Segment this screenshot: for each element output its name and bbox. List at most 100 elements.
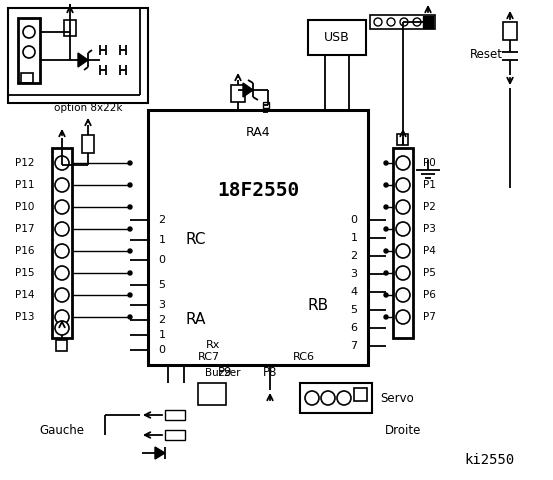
Text: P14: P14 xyxy=(14,290,34,300)
Text: P13: P13 xyxy=(14,312,34,322)
Bar xyxy=(21,73,33,83)
Circle shape xyxy=(128,183,132,187)
Text: RC: RC xyxy=(186,232,206,248)
Circle shape xyxy=(396,310,410,324)
Circle shape xyxy=(55,178,69,192)
Circle shape xyxy=(55,321,69,335)
Bar xyxy=(263,102,269,108)
Circle shape xyxy=(374,18,382,26)
Circle shape xyxy=(128,271,132,275)
Bar xyxy=(148,110,368,365)
Bar xyxy=(423,16,433,28)
Circle shape xyxy=(23,46,35,58)
Circle shape xyxy=(384,271,388,275)
Circle shape xyxy=(384,249,388,253)
Text: P12: P12 xyxy=(14,158,34,168)
Bar xyxy=(308,20,366,55)
Circle shape xyxy=(384,205,388,209)
Text: P16: P16 xyxy=(14,246,34,256)
Circle shape xyxy=(384,315,388,319)
Circle shape xyxy=(128,315,132,319)
Text: P0: P0 xyxy=(423,158,436,168)
Circle shape xyxy=(396,222,410,236)
Text: P1: P1 xyxy=(423,180,436,190)
Text: 1: 1 xyxy=(351,233,357,243)
Circle shape xyxy=(128,293,132,297)
Text: 18F2550: 18F2550 xyxy=(217,180,299,200)
Text: P10: P10 xyxy=(14,202,34,212)
Text: 7: 7 xyxy=(351,341,358,351)
Text: 3: 3 xyxy=(351,269,357,279)
Bar xyxy=(231,85,245,102)
Bar xyxy=(198,383,226,405)
Circle shape xyxy=(55,156,69,170)
Bar xyxy=(300,383,372,413)
Text: P4: P4 xyxy=(423,246,436,256)
Bar xyxy=(165,410,185,420)
Text: ki2550: ki2550 xyxy=(465,453,515,467)
Bar xyxy=(56,340,67,351)
Circle shape xyxy=(55,288,69,302)
Text: P2: P2 xyxy=(423,202,436,212)
Circle shape xyxy=(55,310,69,324)
Text: RC7: RC7 xyxy=(198,352,220,362)
Text: 6: 6 xyxy=(351,323,357,333)
Text: P3: P3 xyxy=(423,224,436,234)
Text: Droite: Droite xyxy=(385,423,421,436)
Polygon shape xyxy=(243,83,253,97)
Bar xyxy=(165,430,185,440)
Circle shape xyxy=(128,227,132,231)
Circle shape xyxy=(23,26,35,38)
Text: Rx: Rx xyxy=(206,340,221,350)
Circle shape xyxy=(321,391,335,405)
Bar xyxy=(18,18,40,83)
Circle shape xyxy=(384,293,388,297)
Text: Reset: Reset xyxy=(470,48,503,61)
Circle shape xyxy=(413,18,421,26)
Text: 0: 0 xyxy=(159,345,165,355)
Circle shape xyxy=(396,266,410,280)
Circle shape xyxy=(128,205,132,209)
Circle shape xyxy=(396,178,410,192)
Text: 2: 2 xyxy=(159,315,165,325)
Circle shape xyxy=(396,288,410,302)
Bar xyxy=(397,134,408,145)
Text: 0: 0 xyxy=(351,215,357,225)
Text: P15: P15 xyxy=(14,268,34,278)
Circle shape xyxy=(55,244,69,258)
Text: P11: P11 xyxy=(14,180,34,190)
Text: RA: RA xyxy=(186,312,206,327)
Bar xyxy=(354,388,367,401)
Text: 4: 4 xyxy=(351,287,358,297)
Circle shape xyxy=(337,391,351,405)
Text: 1: 1 xyxy=(159,235,165,245)
Circle shape xyxy=(400,18,408,26)
Circle shape xyxy=(396,244,410,258)
Polygon shape xyxy=(155,447,165,459)
Polygon shape xyxy=(78,53,88,67)
Text: RC6: RC6 xyxy=(293,352,315,362)
Text: P17: P17 xyxy=(14,224,34,234)
Text: 5: 5 xyxy=(351,305,357,315)
Circle shape xyxy=(387,18,395,26)
Circle shape xyxy=(55,200,69,214)
Bar xyxy=(370,15,435,29)
Bar xyxy=(64,20,76,36)
Text: 2: 2 xyxy=(159,215,165,225)
Bar xyxy=(393,148,413,338)
Circle shape xyxy=(384,161,388,165)
Text: 5: 5 xyxy=(159,280,165,290)
Circle shape xyxy=(128,249,132,253)
Text: Buzzer: Buzzer xyxy=(205,368,241,378)
Text: RB: RB xyxy=(307,298,328,312)
Text: 0: 0 xyxy=(159,255,165,265)
Text: USB: USB xyxy=(324,31,350,44)
Text: P7: P7 xyxy=(423,312,436,322)
Bar xyxy=(52,148,72,338)
Text: RA4: RA4 xyxy=(246,125,270,139)
Bar xyxy=(8,8,148,103)
Circle shape xyxy=(396,156,410,170)
Text: Servo: Servo xyxy=(380,392,414,405)
Text: P8: P8 xyxy=(263,367,277,380)
Text: P9: P9 xyxy=(218,367,232,380)
